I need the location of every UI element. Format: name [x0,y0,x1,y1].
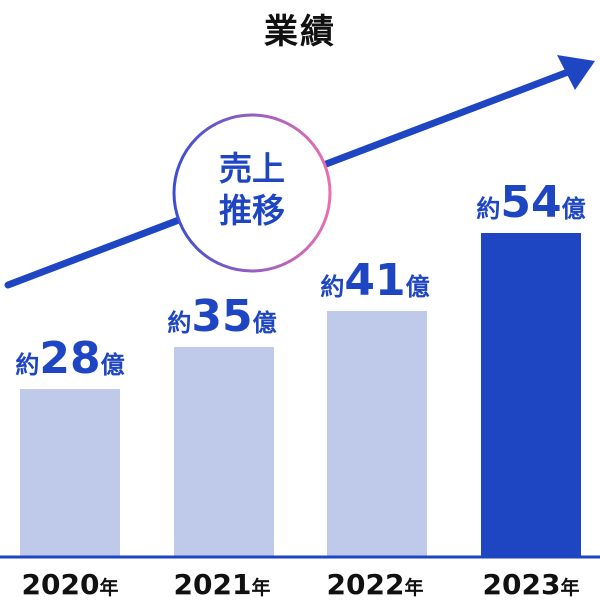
value-suffix: 億 [253,309,277,337]
value-number: 41 [344,255,405,306]
trend-badge-circle [172,113,332,273]
value-number: 35 [191,291,252,342]
x-tick-label-2021: 2021年 [174,568,271,600]
bar-value-label-2023: 約54億 [476,177,585,228]
x-axis-labels-layer: 2020年 2021年 2022年 2023年 [22,568,580,600]
x-tick-label-2020: 2020年 [22,568,119,600]
x-tick-label-2022: 2022年 [327,568,424,600]
trend-arrow-head [557,55,595,90]
value-prefix: 約 [167,309,191,337]
bars-layer [20,233,581,557]
bar-2020 [20,389,120,557]
bar-value-label-2020: 約28億 [15,333,124,384]
bar-2022 [327,311,427,557]
bar-value-label-2022: 約41億 [320,255,429,306]
value-prefix: 約 [476,195,500,223]
bar-2023 [481,233,581,557]
value-number: 28 [39,333,100,384]
x-tick-label-2023: 2023年 [483,568,580,600]
trend-badge-line1: 売上 [219,149,285,188]
trend-badge-line2: 推移 [219,191,285,230]
value-suffix: 億 [406,273,430,301]
bar-value-label-2021: 約35億 [167,291,276,342]
value-number: 54 [500,177,561,228]
value-suffix: 億 [101,351,125,379]
value-prefix: 約 [15,351,39,379]
value-prefix: 約 [320,273,344,301]
chart-title: 業績 [264,12,336,52]
value-suffix: 億 [562,195,586,223]
bar-2021 [174,347,274,557]
